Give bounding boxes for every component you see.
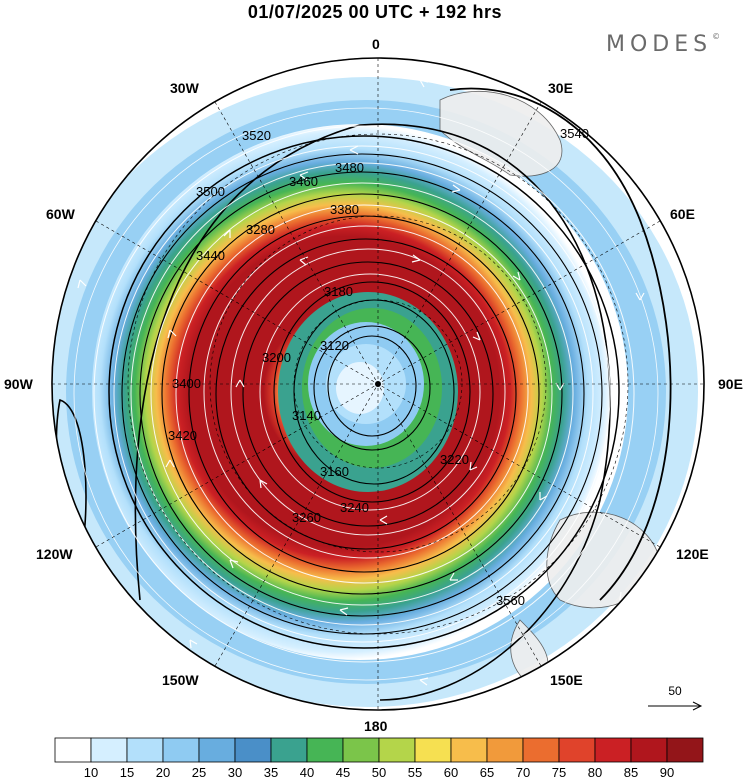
contour-label-3200: 3200 (262, 350, 291, 365)
colorbar (54, 737, 704, 763)
land-masses (439, 90, 661, 691)
lon-label-90w: 90W (4, 376, 33, 392)
colorbar-tick-label: 20 (155, 765, 171, 780)
colorbar-tick-label: 75 (551, 765, 567, 780)
colorbar-tick-label: 60 (443, 765, 459, 780)
colorbar-tick-label: 35 (263, 765, 279, 780)
colorbar-swatch (126, 737, 164, 763)
colorbar-tick-label: 15 (119, 765, 135, 780)
colorbar-tick-label: 25 (191, 765, 207, 780)
brand-name: MODES (606, 32, 713, 57)
contour-label-3520: 3520 (242, 128, 271, 143)
contour-label-3560: 3560 (496, 593, 525, 608)
colorbar-swatch (666, 737, 704, 763)
brand-logo: MODES© (606, 32, 720, 57)
wind-scale: 50 (644, 684, 706, 714)
lon-label-30e: 30E (548, 80, 573, 96)
colorbar-tick-label: 55 (407, 765, 423, 780)
lon-label-90e: 90E (718, 376, 743, 392)
contour-label-3260: 3260 (292, 510, 321, 525)
contour-label-3240: 3240 (340, 500, 369, 515)
lon-label-120w: 120W (36, 546, 73, 562)
contour-label-3420: 3420 (168, 428, 197, 443)
contour-label-3500: 3500 (196, 184, 225, 199)
contour-label-3160: 3160 (320, 464, 349, 479)
contour-label-3280: 3280 (246, 222, 275, 237)
polar-map: 3520 3540 3480 3460 3500 3380 3440 3280 3180 3120… (51, 57, 705, 711)
map-field (52, 58, 704, 710)
colorbar-tick-label: 65 (479, 765, 495, 780)
colorbar-tick-label: 10 (83, 765, 99, 780)
contour-label-3400: 3400 (172, 376, 201, 391)
colorbar-swatch (342, 737, 380, 763)
contour-label-3540: 3540 (560, 126, 589, 141)
colorbar-tick-label: 45 (335, 765, 351, 780)
lon-label-60w: 60W (46, 206, 75, 222)
colorbar-tick-label: 40 (299, 765, 315, 780)
colorbar-swatch (558, 737, 596, 763)
copyright-mark: © (712, 32, 721, 41)
colorbar-swatch (594, 737, 632, 763)
contour-labels: 3520 3540 3480 3460 3500 3380 3440 3280 3180 3120… (168, 126, 589, 608)
contour-label-3480: 3480 (335, 160, 364, 175)
colorbar-swatch (90, 737, 128, 763)
map-title: 01/07/2025 00 UTC + 192 hrs (247, 2, 503, 22)
colorbar-swatch (486, 737, 524, 763)
colorbar-swatch (450, 737, 488, 763)
colorbar-swatch (414, 737, 452, 763)
colorbar-swatch (270, 737, 308, 763)
colorbar-swatch (198, 737, 236, 763)
colorbar-swatch (162, 737, 200, 763)
lon-label-0: 0 (372, 36, 380, 52)
contour-label-3460: 3460 (289, 174, 318, 189)
colorbar-swatch (378, 737, 416, 763)
colorbar-tick-label: 70 (515, 765, 531, 780)
contour-label-3180: 3180 (324, 284, 353, 299)
colorbar-tick-label: 80 (587, 765, 603, 780)
streamline-arrows (77, 79, 645, 686)
colorbar-swatch (306, 737, 344, 763)
wind-scale-value: 50 (668, 684, 682, 698)
contour-label-3440: 3440 (196, 248, 225, 263)
wind-streamlines (73, 107, 659, 681)
colorbar-tick-label: 85 (623, 765, 639, 780)
contour-label-3220: 3220 (440, 452, 469, 467)
colorbar-swatch (54, 737, 92, 763)
lon-label-120e: 120E (676, 546, 709, 562)
lon-label-150e: 150E (550, 672, 583, 688)
lon-label-150w: 150W (162, 672, 199, 688)
lon-label-30w: 30W (170, 80, 199, 96)
colorbar-tick-label: 30 (227, 765, 243, 780)
lon-label-60e: 60E (670, 206, 695, 222)
wind-scale-arrow (648, 701, 703, 711)
contour-label-3380: 3380 (330, 202, 359, 217)
colorbar-swatch (234, 737, 272, 763)
colorbar-tick-label: 90 (659, 765, 675, 780)
lon-label-180: 180 (364, 718, 388, 734)
contour-label-3140: 3140 (292, 408, 321, 423)
colorbar-swatch (630, 737, 668, 763)
colorbar-tick-label: 50 (371, 765, 387, 780)
colorbar-swatch (522, 737, 560, 763)
contour-label-3120: 3120 (320, 338, 349, 353)
